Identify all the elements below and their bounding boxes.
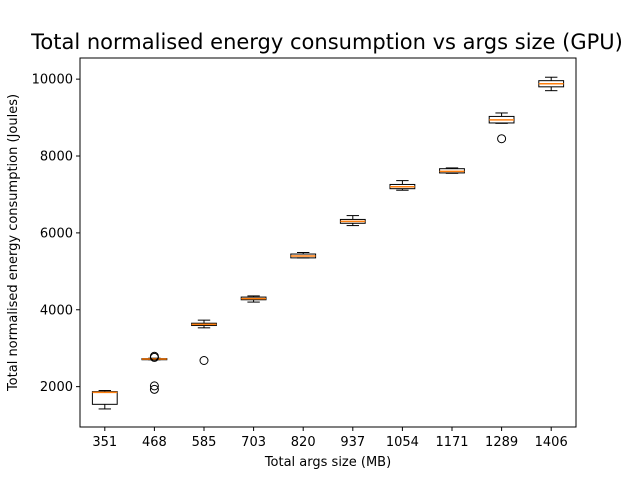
x-tick-label: 703 (241, 435, 266, 450)
y-tick-label: 2000 (40, 380, 73, 395)
y-tick-label: 4000 (40, 303, 73, 318)
x-axis-label: Total args size (MB) (264, 455, 391, 470)
x-tick-label: 1054 (386, 435, 419, 450)
y-tick-label: 10000 (32, 73, 73, 88)
x-tick-label: 351 (92, 435, 117, 450)
outlier-point (497, 134, 507, 144)
outlier-point (149, 384, 159, 394)
outlier-point (149, 352, 159, 362)
x-tick-label: 1289 (485, 435, 518, 450)
box (91, 391, 118, 405)
axes-frame (79, 57, 577, 428)
y-tick-label: 6000 (40, 226, 73, 241)
x-tick-label: 1406 (535, 435, 568, 450)
plot-area: 2000 4000 6000 8000 10000 351 468 585 703 820 937 1… (32, 73, 568, 450)
y-axis-label: Total normalised energy consumption (Jou… (6, 94, 21, 392)
x-tick-label: 468 (142, 435, 167, 450)
y-tick-label: 8000 (40, 150, 73, 165)
x-tick-label: 585 (192, 435, 217, 450)
outlier-point (149, 381, 159, 391)
x-tick-label: 937 (340, 435, 365, 450)
x-tick-label: 1171 (435, 435, 468, 450)
x-tick-label: 820 (291, 435, 316, 450)
outlier-point (199, 356, 209, 366)
chart-title: Total normalised energy consumption vs a… (30, 30, 623, 54)
